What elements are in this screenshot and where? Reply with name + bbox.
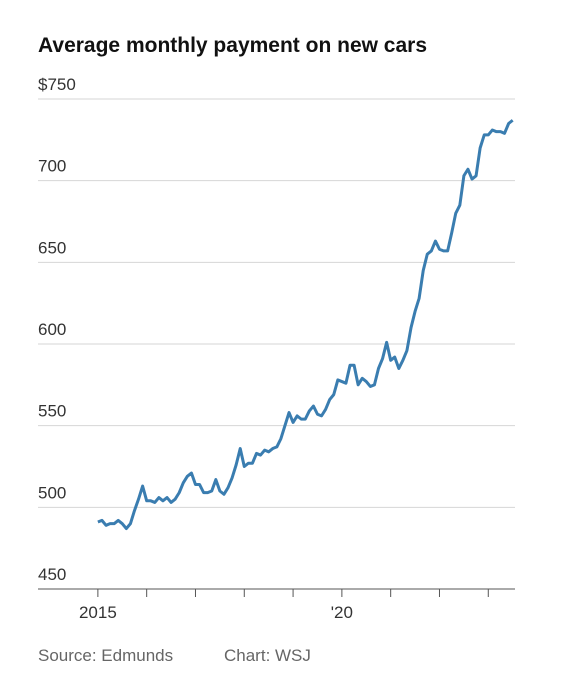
y-tick-label: 550 [38,402,66,421]
y-tick-label: 650 [38,238,66,257]
y-tick-label: $750 [38,75,76,94]
x-tick-label: '20 [331,603,353,622]
y-tick-label: 450 [38,565,66,584]
source: Source: Edmunds [38,646,173,665]
y-tick-label: 500 [38,483,66,502]
x-tick-label: 2015 [79,603,117,622]
y-tick-label: 700 [38,157,66,176]
credit: Chart: WSJ [224,646,311,665]
data-line [97,119,514,531]
y-tick-label: 600 [38,320,66,339]
chart-title: Average monthly payment on new cars [38,34,427,57]
